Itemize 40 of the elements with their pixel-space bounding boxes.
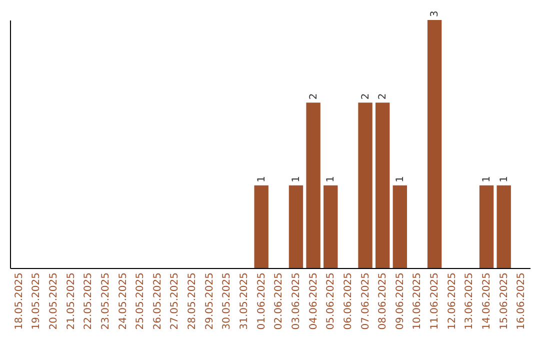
data-label: 2: [360, 93, 372, 100]
x-tick-label: 06.06.2025: [342, 272, 354, 330]
x-tick-label: 18.05.2025: [14, 272, 25, 330]
x-tick-label: 28.05.2025: [187, 272, 198, 330]
x-tick-label: 01.06.2025: [256, 272, 268, 330]
data-label: 3: [430, 10, 441, 17]
x-tick-label: 09.06.2025: [394, 272, 406, 330]
x-tick-label: 29.05.2025: [204, 272, 216, 330]
x-tick-label: 23.05.2025: [100, 272, 112, 330]
x-tick-label: 04.06.2025: [308, 272, 320, 330]
x-tick-label: 14.06.2025: [482, 272, 493, 330]
x-tick-label: 25.05.2025: [135, 272, 146, 330]
x-tick-label: 05.06.2025: [326, 272, 337, 330]
x-tick-label: 27.05.2025: [170, 272, 181, 330]
data-label: 2: [378, 93, 389, 100]
x-tick-label: 15.06.2025: [498, 272, 510, 330]
x-tick-label: 12.06.2025: [446, 272, 458, 330]
x-tick-label: 21.05.2025: [66, 272, 77, 330]
data-label: 1: [256, 176, 268, 182]
x-tick-label: 02.06.2025: [274, 272, 285, 330]
x-tick-label: 10.06.2025: [412, 272, 424, 330]
x-tick-label: 08.06.2025: [378, 272, 389, 330]
x-tick-label: 19.05.2025: [31, 272, 42, 330]
data-label: 1: [290, 176, 302, 182]
x-tick-label: 07.06.2025: [360, 272, 372, 330]
x-tick-label: 31.05.2025: [239, 272, 250, 330]
x-tick-label: 30.05.2025: [222, 272, 233, 330]
x-tick-label: 24.05.2025: [118, 272, 129, 330]
x-tick-label: 20.05.2025: [48, 272, 60, 330]
data-label: 1: [394, 176, 406, 182]
x-tick-label: 11.06.2025: [430, 272, 441, 330]
x-tick-label: 16.06.2025: [516, 272, 528, 330]
data-label: 1: [482, 176, 493, 182]
data-label: 1: [498, 176, 510, 182]
data-label: 1: [326, 176, 337, 182]
data-label: 2: [308, 93, 320, 100]
x-tick-label: 22.05.2025: [83, 272, 94, 330]
x-tick-label: 03.06.2025: [290, 272, 302, 330]
x-tick-label: 26.05.2025: [152, 272, 164, 330]
x-tick-label: 13.06.2025: [464, 272, 476, 330]
